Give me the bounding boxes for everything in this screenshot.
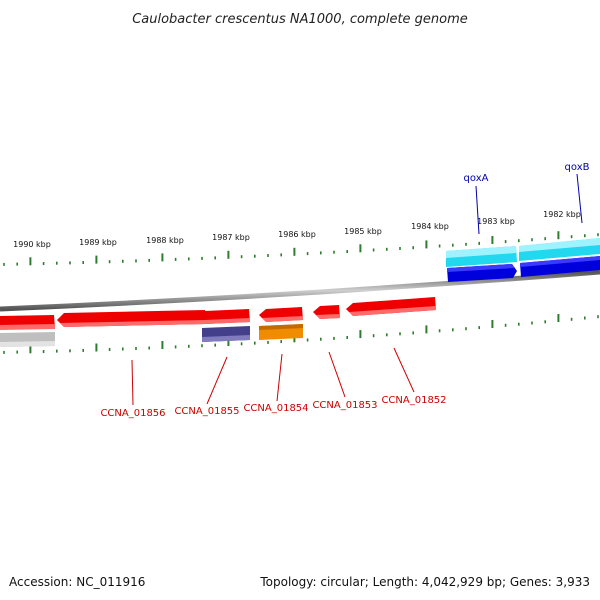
scale-label-1988: 1988 kbp (146, 236, 184, 245)
genome-summary-text: Topology: circular; Length: 4,042,929 bp… (259, 575, 590, 589)
scale-label-1986: 1986 kbp (278, 230, 316, 239)
connector-CCNA-01854 (276, 353, 283, 402)
gene-label-qoxA[interactable]: qoxA (464, 173, 489, 184)
connector-CCNA-01856 (131, 359, 134, 406)
gene-label-CCNA-01852[interactable]: CCNA_01852 (381, 395, 446, 406)
scale-label-1989: 1989 kbp (79, 238, 117, 247)
gene-qoxB-highlight (519, 238, 600, 252)
gene-label-CCNA-01854[interactable]: CCNA_01854 (243, 403, 308, 414)
connector-CCNA-01852 (393, 347, 415, 393)
feature-grey-shine (0, 341, 55, 347)
gene-label-CCNA-01853[interactable]: CCNA_01853 (312, 400, 377, 411)
scale-label-1982: 1982 kbp (543, 210, 581, 219)
scale-label-1985: 1985 kbp (344, 227, 382, 236)
gene-red-left-shine (0, 324, 55, 330)
gene-CCNA-01854-shine (262, 316, 303, 322)
map-title: Caulobacter crescentus NA1000, complete … (132, 12, 468, 27)
connector-qoxB (576, 173, 583, 224)
scale-label-1983: 1983 kbp (477, 217, 515, 226)
gene-CCNA-01856-shine (60, 320, 206, 327)
upper-ticks (3, 231, 599, 266)
connector-qoxA (475, 185, 480, 235)
gene-qoxA-highlight (446, 246, 516, 258)
scale-label-1984: 1984 kbp (411, 222, 449, 231)
gene-label-CCNA-01856[interactable]: CCNA_01856 (100, 408, 165, 419)
genome-backbone (0, 269, 600, 312)
gene-CCNA-01855-shine (205, 318, 250, 324)
gene-label-CCNA-01855[interactable]: CCNA_01855 (174, 406, 239, 417)
feature-orange-shine (259, 324, 303, 330)
gene-CCNA-01853-shine (316, 314, 340, 319)
gene-label-qoxB[interactable]: qoxB (565, 162, 590, 173)
connector-CCNA-01855 (206, 356, 228, 405)
feature-purple-shine (202, 335, 250, 342)
gene-CCNA-01852-shine (349, 306, 436, 316)
gene-blue-1-shine (447, 264, 515, 272)
accession-text: Accession: NC_011916 (9, 575, 145, 589)
gene-blue-2-shine (520, 256, 600, 267)
scale-label-1990: 1990 kbp (13, 240, 51, 249)
connector-CCNA-01853 (328, 351, 346, 398)
lower-ticks (3, 314, 599, 354)
scale-label-1987: 1987 kbp (212, 233, 250, 242)
